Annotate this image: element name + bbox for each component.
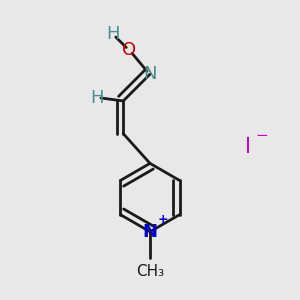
Text: O: O: [122, 41, 136, 59]
Text: +: +: [158, 213, 168, 226]
Text: I: I: [245, 137, 251, 157]
Text: N: N: [142, 223, 158, 241]
Text: −: −: [256, 128, 268, 142]
Text: H: H: [106, 25, 120, 43]
Text: H: H: [90, 89, 103, 107]
Text: CH₃: CH₃: [136, 264, 164, 279]
Text: N: N: [143, 65, 157, 83]
